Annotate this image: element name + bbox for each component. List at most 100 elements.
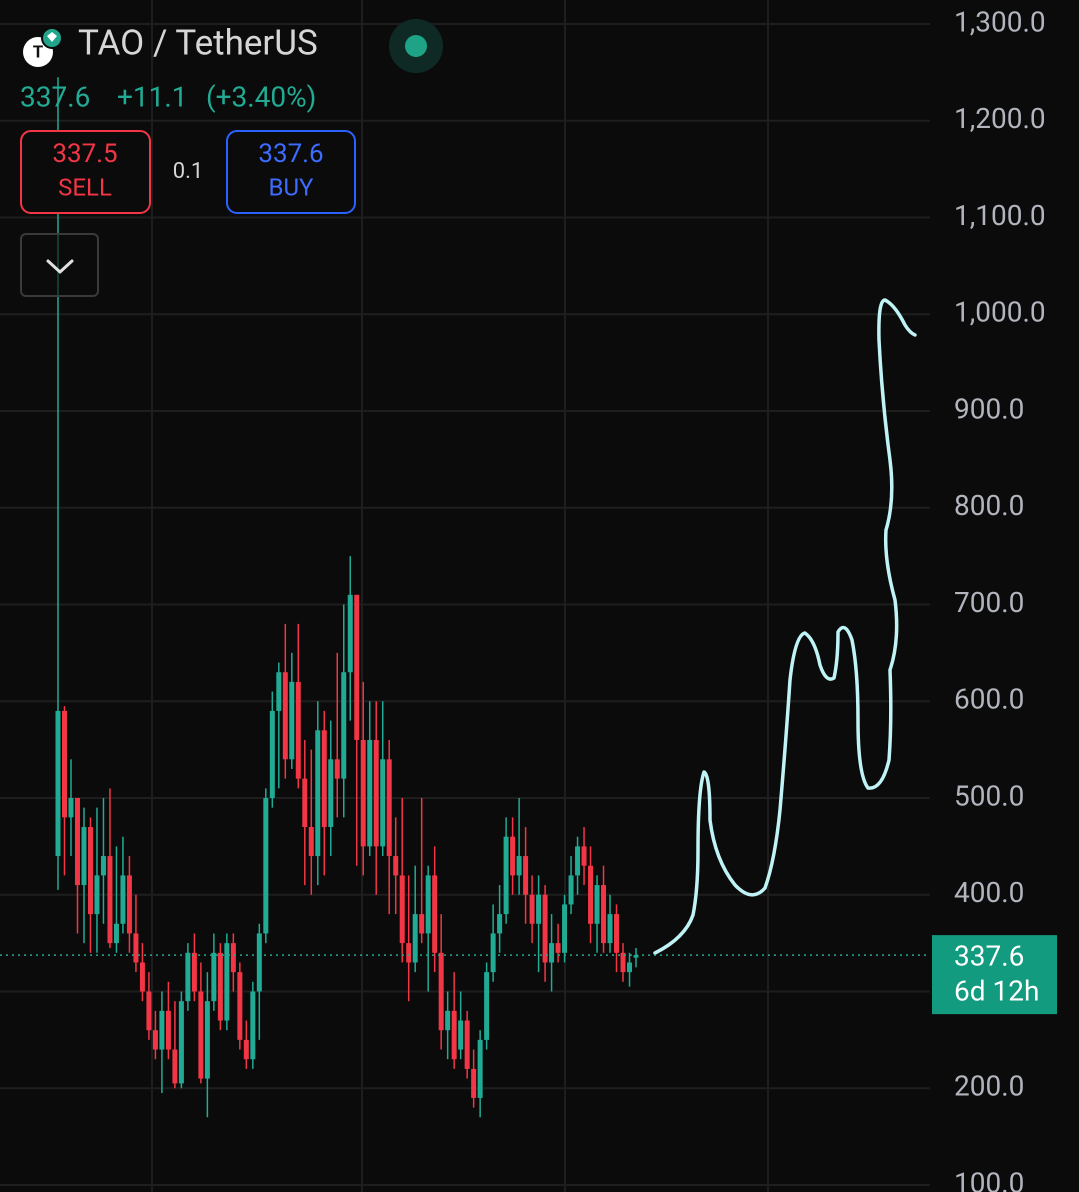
candle-body <box>100 856 106 876</box>
candle-body <box>601 885 607 944</box>
candle-body <box>627 962 633 973</box>
candle-body <box>523 856 529 895</box>
candle-body <box>113 923 119 944</box>
candle-body <box>191 952 197 992</box>
y-tick-label: 800.0 <box>954 489 1024 522</box>
candle-body <box>308 827 314 857</box>
candle-body <box>445 1010 451 1031</box>
symbol-badge-icon <box>47 32 57 42</box>
candle-body <box>588 865 594 924</box>
candle-body <box>633 955 639 958</box>
candle-body <box>159 1010 165 1050</box>
candle-body <box>256 933 262 992</box>
y-tick-label: 1,100.0 <box>954 199 1046 232</box>
buy-button[interactable] <box>226 130 356 214</box>
candle-body <box>185 952 191 1002</box>
candle-body <box>354 594 360 740</box>
candle-body <box>542 894 548 963</box>
candle-body <box>178 1001 184 1084</box>
candle-body <box>250 991 256 1060</box>
price-axis: 1,300.0 1,200.0 1,100.0 1,000.0 900.0 800.0 70… <box>0 5 1057 1192</box>
candle-body <box>432 875 438 953</box>
candle-body <box>282 672 288 760</box>
candle-body <box>373 739 379 847</box>
candle-body <box>269 710 275 798</box>
sell-label: SELL <box>58 173 112 201</box>
candle-body <box>503 836 509 915</box>
candle-body <box>464 1020 470 1069</box>
y-tick-label: 500.0 <box>954 779 1024 812</box>
candle-body <box>412 914 418 963</box>
candle-body <box>393 856 399 876</box>
candle-body <box>263 798 269 934</box>
candle-body <box>458 1020 464 1050</box>
candle-body <box>198 991 204 1079</box>
last-price-label: 337.6 <box>954 940 1024 973</box>
candle-body <box>120 875 126 924</box>
candle-body <box>516 856 522 876</box>
candle-body <box>139 962 145 992</box>
candle-body <box>451 1010 457 1060</box>
countdown-label: 6d 12h <box>954 975 1039 1008</box>
candle-body <box>68 798 74 818</box>
collapse-button[interactable] <box>20 233 99 297</box>
candle-body <box>607 914 613 944</box>
symbol-title: TAO / TetherUS <box>78 22 318 63</box>
candle-body <box>529 894 535 924</box>
header-change-pct: (+3.40%) <box>206 80 316 113</box>
sell-button[interactable] <box>20 130 151 214</box>
candle-body <box>438 952 444 1031</box>
candle-body <box>406 943 412 963</box>
candle-body <box>230 943 236 973</box>
candle-body <box>471 1068 477 1098</box>
candle-body <box>204 1001 210 1079</box>
candle-body <box>360 739 366 847</box>
candle-body <box>289 681 295 760</box>
candle-body <box>614 914 620 953</box>
candle-body <box>165 1010 171 1050</box>
candle-body <box>328 759 334 828</box>
last-price-box <box>932 935 1057 1015</box>
y-tick-label: 1,000.0 <box>954 296 1046 329</box>
candle-body <box>217 952 223 1021</box>
y-tick-label: 200.0 <box>954 1070 1024 1103</box>
candle-body <box>146 991 152 1031</box>
candle-body <box>172 1049 178 1084</box>
y-tick-label: 900.0 <box>954 392 1024 425</box>
buy-price: 337.6 <box>258 139 323 169</box>
y-tick-label: 400.0 <box>954 876 1024 909</box>
candle-body <box>302 778 308 828</box>
candle-body <box>87 827 93 915</box>
candle-body <box>575 846 581 876</box>
symbol-icon-letter: T <box>33 42 44 62</box>
candle-body <box>107 856 113 944</box>
freehand-drawing <box>653 298 917 955</box>
candle-body <box>81 827 87 886</box>
candle-body <box>562 904 568 953</box>
candle-body <box>594 885 600 924</box>
candle-body <box>224 943 230 1021</box>
candle-body <box>276 672 282 711</box>
y-tick-label: 100.0 <box>954 1166 1024 1192</box>
grid <box>0 0 930 1192</box>
candle-body <box>126 875 132 934</box>
candle-body <box>152 1030 158 1050</box>
candle-body <box>425 875 431 934</box>
candle-body <box>581 846 587 866</box>
candle-body <box>237 972 243 1040</box>
candle-body <box>477 1039 483 1098</box>
y-tick-label: 1,200.0 <box>954 102 1046 135</box>
candle-body <box>419 914 425 934</box>
candle-body <box>367 739 373 847</box>
candle-body <box>61 710 67 818</box>
candle-body <box>94 875 100 915</box>
candle-body <box>497 914 503 934</box>
candle-body <box>380 759 386 847</box>
header-price: 337.6 <box>20 80 90 113</box>
candle-body <box>55 710 61 857</box>
chevron-icon <box>46 259 74 274</box>
candle-body <box>295 681 301 779</box>
candle-body <box>536 894 542 924</box>
candle-body <box>555 943 561 953</box>
